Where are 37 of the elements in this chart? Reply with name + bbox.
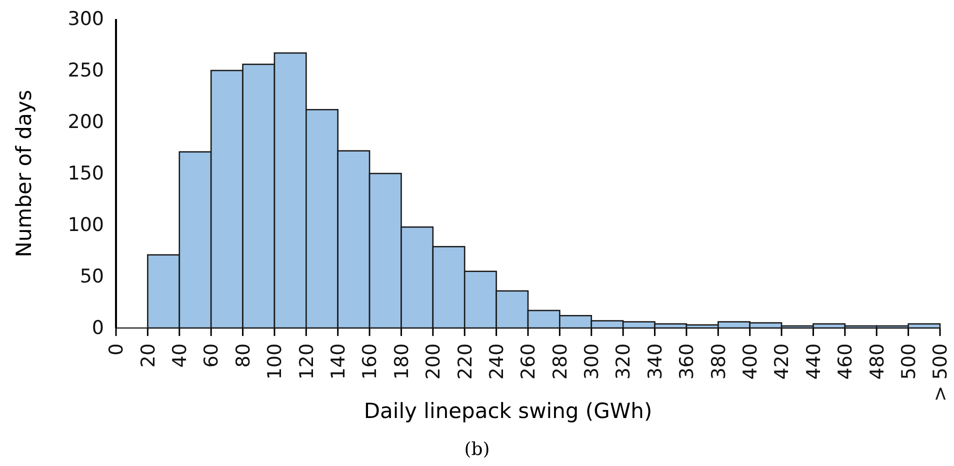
x-tick-label: 360 (676, 343, 698, 380)
text: (b) (464, 439, 490, 460)
x-tick-label: 0 (106, 343, 128, 356)
x-axis-title: Daily linepack swing (GWh) (364, 399, 652, 423)
y-tick-label: 250 (68, 60, 104, 82)
x-tick-label: 120 (296, 343, 318, 380)
y-tick-label: 50 (80, 266, 104, 288)
y-tick-label: 150 (68, 162, 104, 185)
y-tick-label: 300 (68, 8, 104, 30)
x-tick-label: 300 (581, 343, 604, 380)
x-tick-label: 240 (486, 343, 508, 380)
x-tick-label: 180 (390, 343, 413, 380)
x-tick-label: 320 (612, 343, 635, 380)
x-tick-label: 260 (518, 343, 540, 380)
x-tick-label: 40 (169, 343, 192, 368)
x-tick-label: > 500 (930, 343, 952, 402)
x-tick-label: 420 (771, 343, 794, 380)
x-tick-label: 20 (137, 343, 160, 368)
x-tick-label: 440 (802, 343, 825, 380)
x-tick-label: 160 (359, 343, 382, 380)
x-tick-label: 460 (834, 343, 857, 380)
y-tick-label: 200 (68, 111, 104, 134)
x-tick-label: 380 (708, 343, 730, 380)
x-tick-label: 200 (422, 343, 445, 380)
x-tick-label: 140 (327, 343, 350, 380)
y-axis-title: Number of days (12, 90, 36, 258)
y-tick-label: 100 (68, 214, 104, 236)
y-tick-label: 0 (92, 317, 104, 340)
x-tick-label: 220 (454, 343, 476, 380)
x-tick-label: 400 (739, 343, 762, 380)
x-tick-label: 280 (549, 343, 572, 380)
x-tick-label: 480 (866, 343, 888, 380)
x-tick-label: 80 (232, 343, 254, 368)
x-tick-label: 500 (898, 343, 920, 380)
x-tick-label: 60 (200, 343, 223, 368)
x-tick-label: 100 (264, 343, 286, 380)
x-tick-label: 340 (644, 343, 666, 380)
